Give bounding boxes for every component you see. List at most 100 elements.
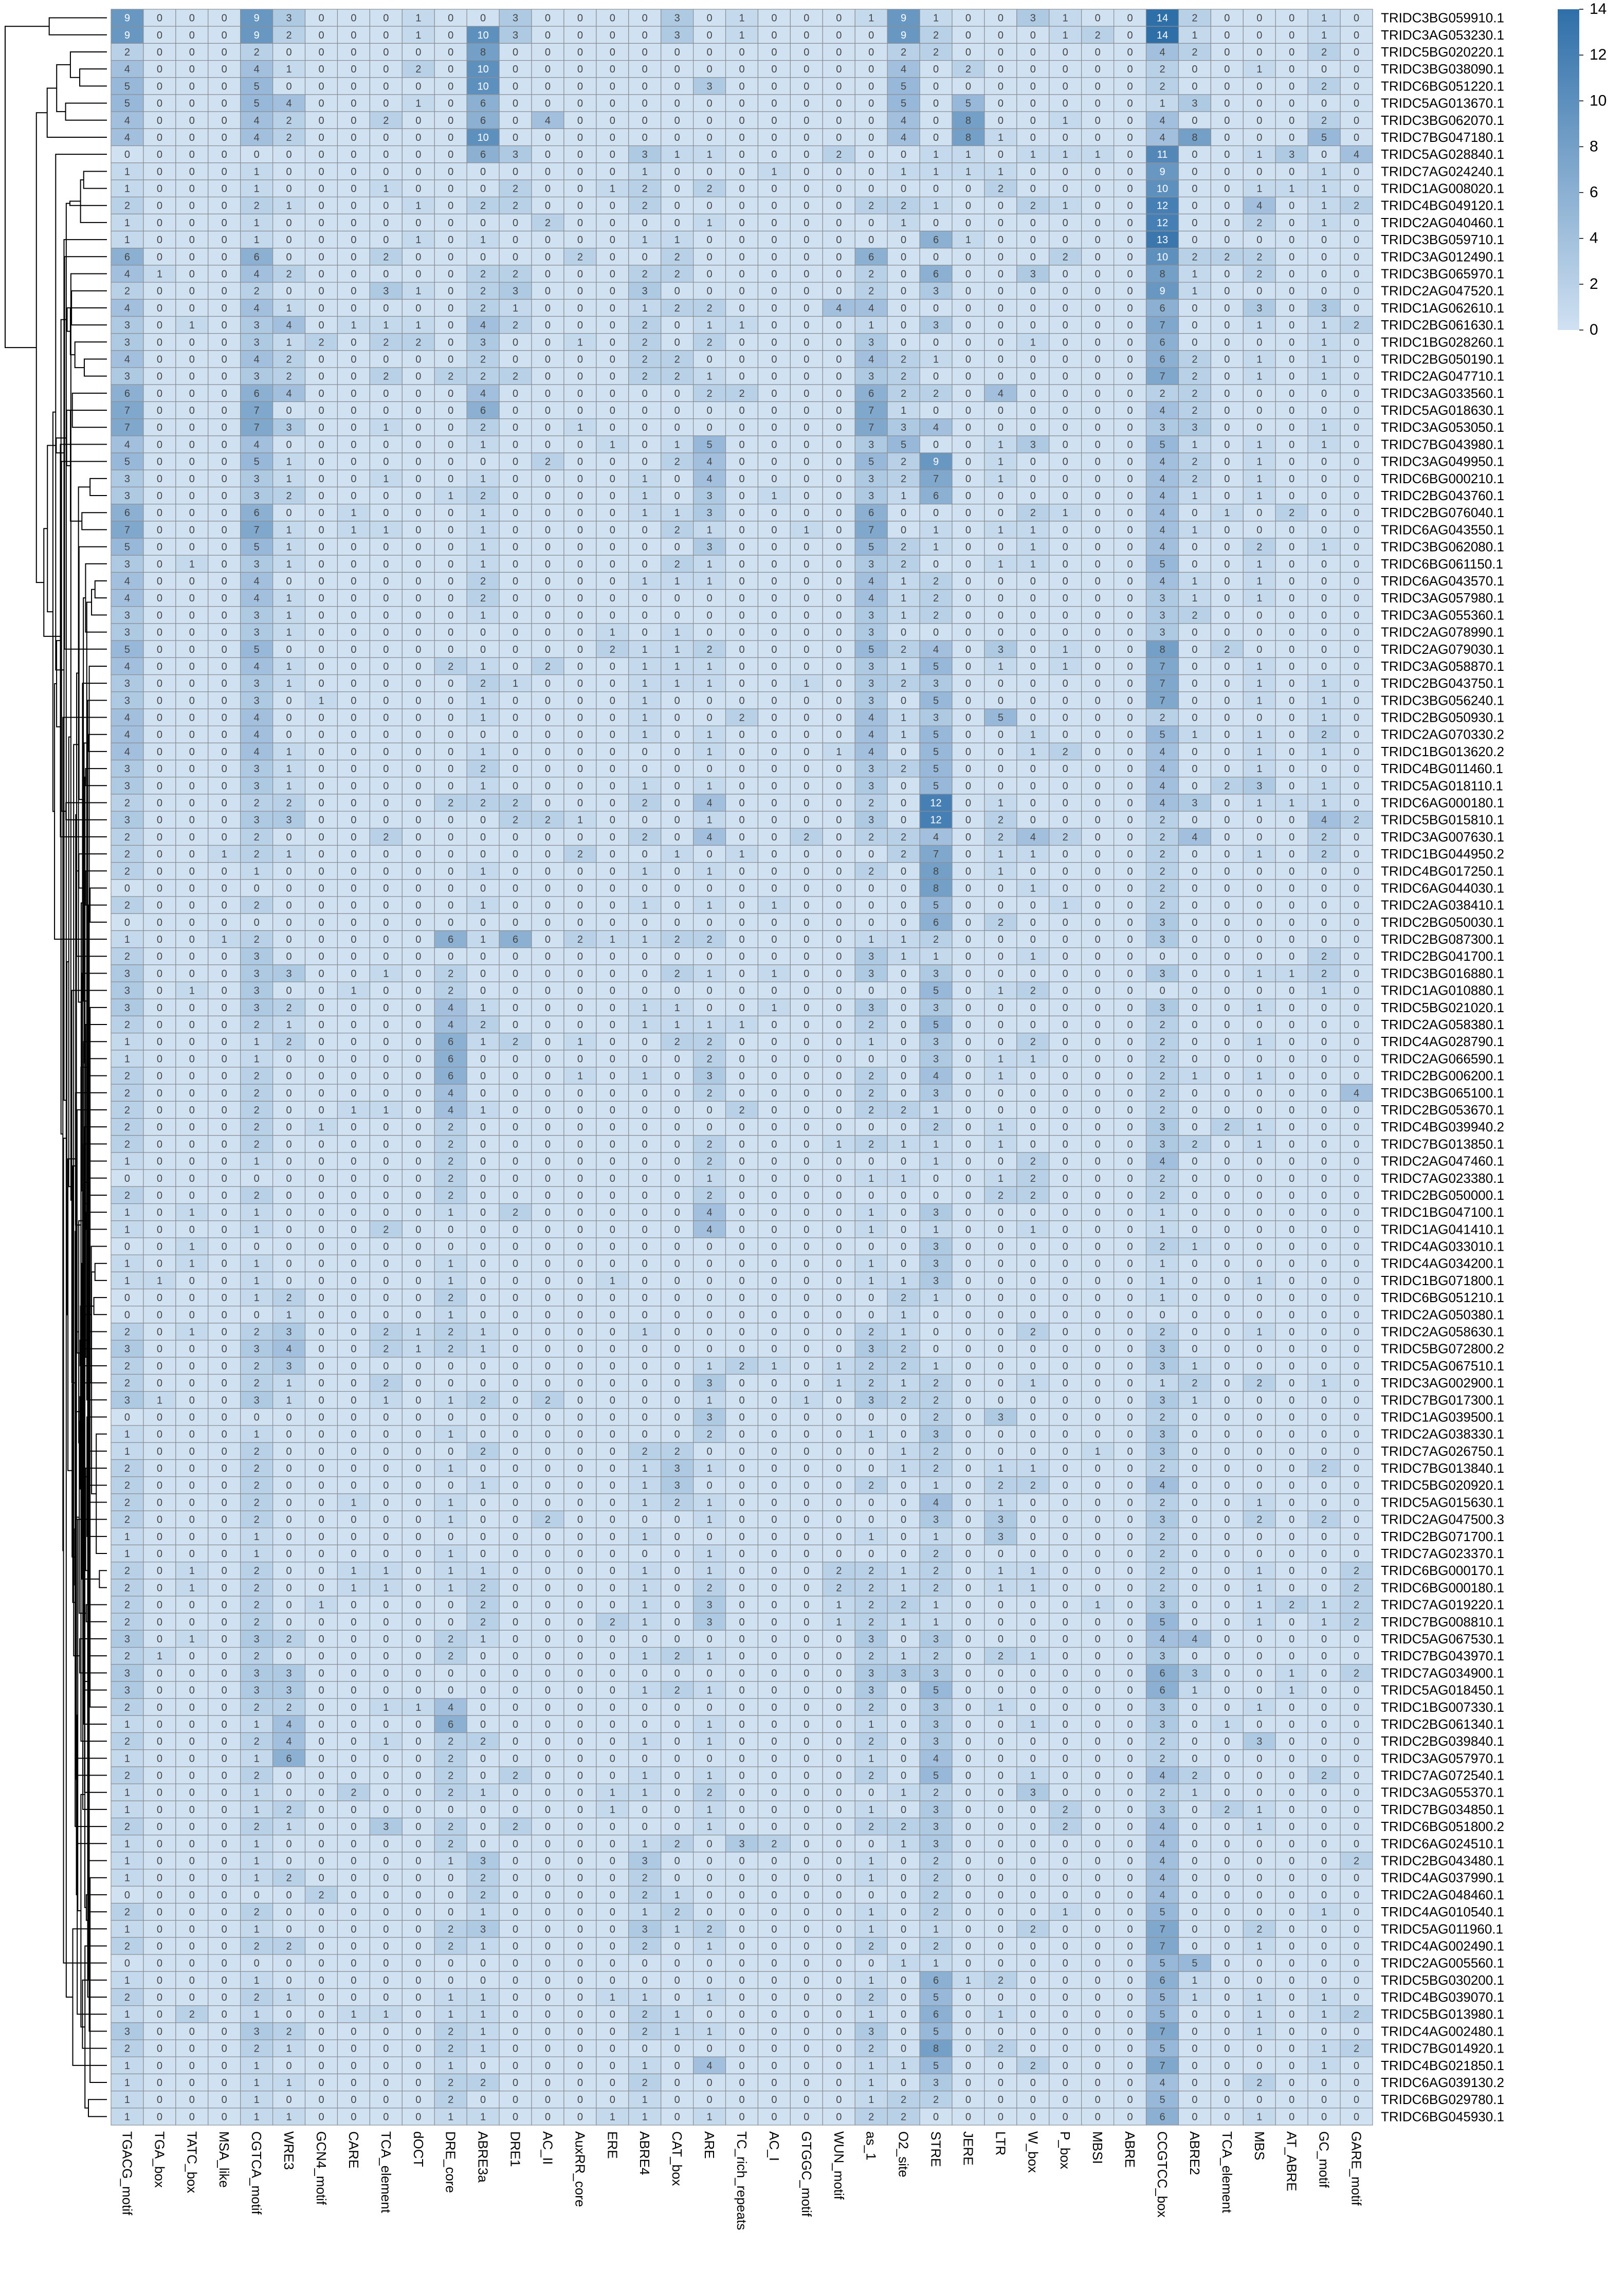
- cell-value-label: 1: [707, 729, 713, 741]
- cell-value-label: 0: [1063, 1053, 1068, 1065]
- cell-value-label: 2: [513, 184, 518, 195]
- cell-value-label: 2: [707, 644, 713, 655]
- cell-value-label: 0: [189, 64, 195, 75]
- cell-value-label: 0: [189, 1019, 195, 1031]
- cell-value-label: 0: [998, 405, 1003, 416]
- cell-value-label: 0: [1127, 763, 1133, 775]
- cell-value-label: 0: [415, 661, 421, 672]
- cell-value-label: 0: [674, 422, 680, 433]
- cell-value-label: 2: [642, 269, 648, 280]
- cell-value-label: 0: [1127, 815, 1133, 826]
- cell-value-label: 0: [1063, 388, 1068, 399]
- cell-value-label: 0: [707, 1002, 713, 1014]
- cell-value-label: 0: [836, 542, 842, 553]
- cell-value-label: 1: [1256, 593, 1262, 604]
- cell-value-label: 0: [577, 439, 583, 450]
- cell-value-label: 0: [1289, 303, 1294, 314]
- cell-value-label: 0: [415, 832, 421, 843]
- cell-value-label: 0: [448, 559, 453, 570]
- cell-value-label: 3: [254, 559, 260, 570]
- cell-value-label: 12: [930, 798, 941, 809]
- cell-value-label: 0: [739, 234, 744, 246]
- cell-value-label: 1: [804, 524, 809, 536]
- cell-value-label: 0: [351, 849, 356, 860]
- cell-value-label: 2: [545, 815, 551, 826]
- cell-value-label: 0: [383, 132, 389, 143]
- cell-value-label: 0: [577, 524, 583, 536]
- cell-value-label: 0: [577, 320, 583, 331]
- cell-value-label: 0: [513, 490, 518, 502]
- cell-value-label: 1: [674, 849, 680, 860]
- cell-value-label: 0: [1127, 64, 1133, 75]
- dendrogram-branch: [84, 171, 107, 188]
- cell-value-label: 0: [1127, 729, 1133, 741]
- cell-value-label: 0: [577, 1019, 583, 1031]
- cell-value-label: 0: [318, 559, 324, 570]
- cell-value-label: 1: [642, 866, 648, 877]
- cell-value-label: 1: [998, 849, 1003, 860]
- cell-value-label: 0: [610, 832, 615, 843]
- cell-value-label: 1: [1256, 320, 1262, 331]
- cell-value-label: 0: [998, 251, 1003, 263]
- cell-value-label: 1: [157, 269, 162, 280]
- cell-value-label: 2: [254, 849, 260, 860]
- cell-value-label: 0: [157, 1036, 162, 1048]
- cell-value-label: 0: [1256, 832, 1262, 843]
- cell-value-label: 9: [124, 13, 130, 24]
- cell-value-label: 0: [1030, 388, 1036, 399]
- cell-value-label: 0: [739, 200, 744, 212]
- cell-value-label: 0: [157, 234, 162, 246]
- cell-value-label: 1: [1321, 542, 1327, 553]
- dendrogram-branch: [88, 735, 107, 752]
- cell-value-label: 1: [480, 473, 486, 485]
- cell-value-label: 1: [707, 678, 713, 689]
- cell-value-label: 2: [868, 798, 874, 809]
- cell-value-label: 0: [1224, 934, 1230, 945]
- cell-value-label: 0: [222, 1053, 227, 1065]
- cell-value-label: 0: [1354, 286, 1359, 297]
- cell-value-label: 4: [868, 354, 874, 365]
- cell-value-label: 0: [286, 47, 292, 58]
- cell-value-label: 1: [998, 473, 1003, 485]
- cell-value-label: 0: [1063, 729, 1068, 741]
- cell-value-label: 0: [222, 30, 227, 41]
- cell-value-label: 0: [804, 64, 809, 75]
- cell-value-label: 0: [836, 217, 842, 229]
- cell-value-label: 0: [222, 559, 227, 570]
- cell-value-label: 1: [998, 559, 1003, 570]
- cell-value-label: 0: [415, 1053, 421, 1065]
- cell-value-label: 1: [383, 968, 389, 979]
- cell-value-label: 7: [1159, 678, 1165, 689]
- cell-value-label: 2: [1289, 507, 1294, 519]
- cell-value-label: 2: [642, 320, 648, 331]
- cell-value-label: 0: [286, 917, 292, 928]
- cell-value-label: 0: [1127, 422, 1133, 433]
- cell-value-label: 1: [286, 780, 292, 792]
- cell-value-label: 2: [868, 832, 874, 843]
- cell-value-label: 0: [642, 559, 648, 570]
- cell-value-label: 1: [124, 184, 130, 195]
- cell-value-label: 1: [642, 490, 648, 502]
- cell-value-label: 2: [933, 47, 939, 58]
- cell-value-label: 0: [1224, 405, 1230, 416]
- cell-value-label: 0: [1063, 269, 1068, 280]
- cell-value-label: 0: [189, 627, 195, 638]
- cell-value-label: 0: [1224, 678, 1230, 689]
- cell-value-label: 0: [1095, 900, 1101, 911]
- cell-value-label: 0: [965, 1053, 971, 1065]
- cell-value-label: 0: [351, 832, 356, 843]
- cell-value-label: 0: [1256, 610, 1262, 621]
- cell-value-label: 0: [998, 64, 1003, 75]
- cell-value-label: 0: [836, 763, 842, 775]
- cell-value-label: 0: [1321, 1053, 1327, 1065]
- cell-value-label: 0: [1224, 900, 1230, 911]
- cell-value-label: 2: [254, 900, 260, 911]
- cell-value-label: 4: [545, 115, 551, 126]
- cell-value-label: 1: [286, 746, 292, 758]
- cell-value-label: 0: [1095, 524, 1101, 536]
- cell-value-label: 1: [1159, 98, 1165, 109]
- cell-value-label: 1: [1063, 13, 1068, 24]
- cell-value-label: 1: [1289, 798, 1294, 809]
- cell-value-label: 0: [771, 115, 777, 126]
- cell-value-label: 0: [965, 593, 971, 604]
